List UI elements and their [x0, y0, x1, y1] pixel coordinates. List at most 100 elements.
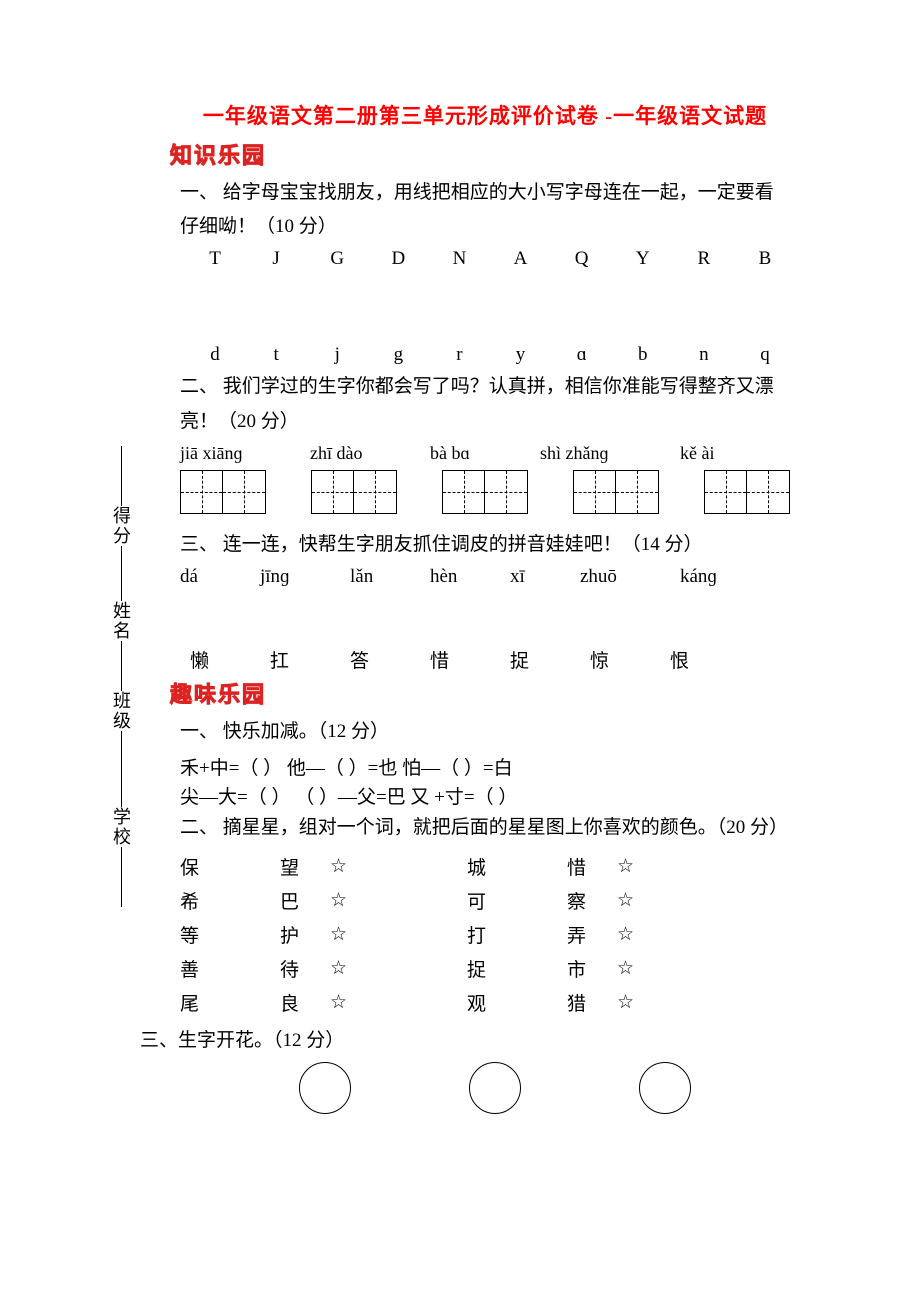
- star-word-left: 保: [180, 853, 280, 880]
- letter-lower: g: [383, 344, 413, 366]
- match-pinyin: jīnɡ: [260, 566, 350, 588]
- sidebar-line: [121, 847, 122, 907]
- fun-q1-prompt: 一、 快乐加减。（12 分）: [180, 715, 790, 749]
- match-pinyin: lǎn: [350, 566, 430, 588]
- tianzige-grid: [704, 470, 790, 514]
- q1-upper-row: TJGDNAQYRB: [180, 248, 790, 270]
- tianzige-cell: [574, 471, 616, 513]
- fun-q1-line2: 尖—大=（ ） （ ）—父=巴 又 +寸=（ ）: [180, 782, 790, 809]
- sidebar-line: [121, 546, 122, 601]
- tianzige-cell: [705, 471, 747, 513]
- fun-q2-table: 保望☆希巴☆等护☆善待☆尾良☆ 城惜☆可察☆打弄☆捉市☆观猎☆: [180, 849, 790, 1019]
- star-row: 观猎☆: [467, 985, 634, 1019]
- match-pinyin: hèn: [430, 566, 510, 588]
- tianzige-cell: [616, 471, 658, 513]
- q3-hanzi-row: 懒扛答惜捉惊恨: [180, 646, 790, 673]
- sidebar-line: [121, 641, 122, 691]
- tianzige-grid: [573, 470, 659, 514]
- q2-prompt: 二、 我们学过的生字你都会写了吗？认真拼，相信你准能写得整齐又漂亮！（20 分）: [180, 370, 790, 438]
- page-content: 一年级语文第二册第三单元形成评价试卷 -一年级语文试题 知识乐园 一、 给字母宝…: [0, 0, 920, 1154]
- star-word-left: 观: [467, 989, 567, 1016]
- match-pinyin: dá: [180, 566, 260, 588]
- letter-lower: r: [444, 344, 474, 366]
- star-word-left: 希: [180, 887, 280, 914]
- tianzige-grid: [442, 470, 528, 514]
- match-hanzi: 答: [350, 646, 430, 673]
- letter-upper: B: [750, 248, 780, 270]
- pinyin-group: bà bɑ: [430, 443, 540, 464]
- sidebar-score: 得分: [108, 506, 134, 546]
- fun-q2-prompt: 二、 摘星星，组对一个词，就把后面的星星图上你喜欢的颜色。（20 分）: [180, 811, 790, 845]
- letter-lower: j: [322, 344, 352, 366]
- letter-upper: T: [200, 248, 230, 270]
- letter-lower: ɑ: [567, 344, 597, 366]
- letter-upper: N: [444, 248, 474, 270]
- match-hanzi: 惜: [430, 646, 510, 673]
- star-word-left: 城: [467, 853, 567, 880]
- letter-upper: R: [689, 248, 719, 270]
- star-icon: ☆: [617, 855, 634, 878]
- star-word-left: 捉: [467, 955, 567, 982]
- q3-prompt: 三、 连一连，快帮生字朋友抓住调皮的拼音娃娃吧！（14 分）: [180, 528, 790, 562]
- tianzige-cell: [747, 471, 789, 513]
- match-pinyin: kánɡ: [680, 566, 760, 588]
- letter-upper: Y: [628, 248, 658, 270]
- star-word-left: 打: [467, 921, 567, 948]
- q3-pinyin-row: dájīnɡlǎnhènxīzhuōkánɡ: [180, 566, 790, 588]
- star-icon: ☆: [330, 923, 347, 946]
- letter-upper: J: [261, 248, 291, 270]
- tianzige-cell: [443, 471, 485, 513]
- star-row: 希巴☆: [180, 883, 347, 917]
- sidebar-line: [121, 446, 122, 506]
- star-word-right: 良: [280, 989, 330, 1016]
- q1-prompt: 一、 给字母宝宝找朋友，用线把相应的大小写字母连在一起，一定要看仔细呦！（10 …: [180, 176, 790, 244]
- star-word-right: 察: [567, 887, 617, 914]
- letter-upper: Q: [567, 248, 597, 270]
- tianzige-cell: [181, 471, 223, 513]
- fun-q1-line1: 禾+中=（ ） 他—（ ）=也 怕—（ ）=白: [180, 753, 790, 780]
- q2-grid-row: [180, 470, 790, 514]
- tianzige-grid: [311, 470, 397, 514]
- knowledge-badge: 知识乐园: [170, 138, 790, 170]
- sidebar-line: [121, 731, 122, 807]
- fun-q2-right: 城惜☆可察☆打弄☆捉市☆观猎☆: [467, 849, 634, 1019]
- star-word-right: 待: [280, 955, 330, 982]
- fun-badge: 趣味乐园: [170, 677, 790, 709]
- star-icon: ☆: [330, 855, 347, 878]
- match-hanzi: 捉: [510, 646, 590, 673]
- star-row: 打弄☆: [467, 917, 634, 951]
- match-pinyin: xī: [510, 566, 580, 588]
- letter-lower: t: [261, 344, 291, 366]
- tianzige-cell: [223, 471, 265, 513]
- fun-q3-prompt: 三、生字开花。（12 分）: [140, 1025, 790, 1052]
- star-word-right: 猎: [567, 989, 617, 1016]
- tianzige-grid: [180, 470, 266, 514]
- star-icon: ☆: [617, 957, 634, 980]
- star-word-left: 善: [180, 955, 280, 982]
- star-word-right: 巴: [280, 887, 330, 914]
- tianzige-cell: [312, 471, 354, 513]
- star-word-left: 尾: [180, 989, 280, 1016]
- star-row: 保望☆: [180, 849, 347, 883]
- star-row: 城惜☆: [467, 849, 634, 883]
- star-icon: ☆: [617, 991, 634, 1014]
- pinyin-group: jiā xiānɡ: [180, 443, 310, 464]
- star-row: 可察☆: [467, 883, 634, 917]
- page-title: 一年级语文第二册第三单元形成评价试卷 -一年级语文试题: [180, 100, 790, 130]
- star-row: 尾良☆: [180, 985, 347, 1019]
- pinyin-group: kě ài: [680, 443, 770, 464]
- star-row: 善待☆: [180, 951, 347, 985]
- sidebar-labels: 得分 姓名 班级 学校: [106, 446, 136, 907]
- star-icon: ☆: [330, 957, 347, 980]
- tianzige-cell: [354, 471, 396, 513]
- letter-upper: G: [322, 248, 352, 270]
- flower-circle: [299, 1062, 351, 1114]
- match-hanzi: 懒: [190, 646, 270, 673]
- letter-upper: A: [506, 248, 536, 270]
- star-word-left: 可: [467, 887, 567, 914]
- star-row: 捉市☆: [467, 951, 634, 985]
- tianzige-cell: [485, 471, 527, 513]
- star-word-right: 惜: [567, 853, 617, 880]
- sidebar-name: 姓名: [108, 601, 134, 641]
- match-hanzi: 扛: [270, 646, 350, 673]
